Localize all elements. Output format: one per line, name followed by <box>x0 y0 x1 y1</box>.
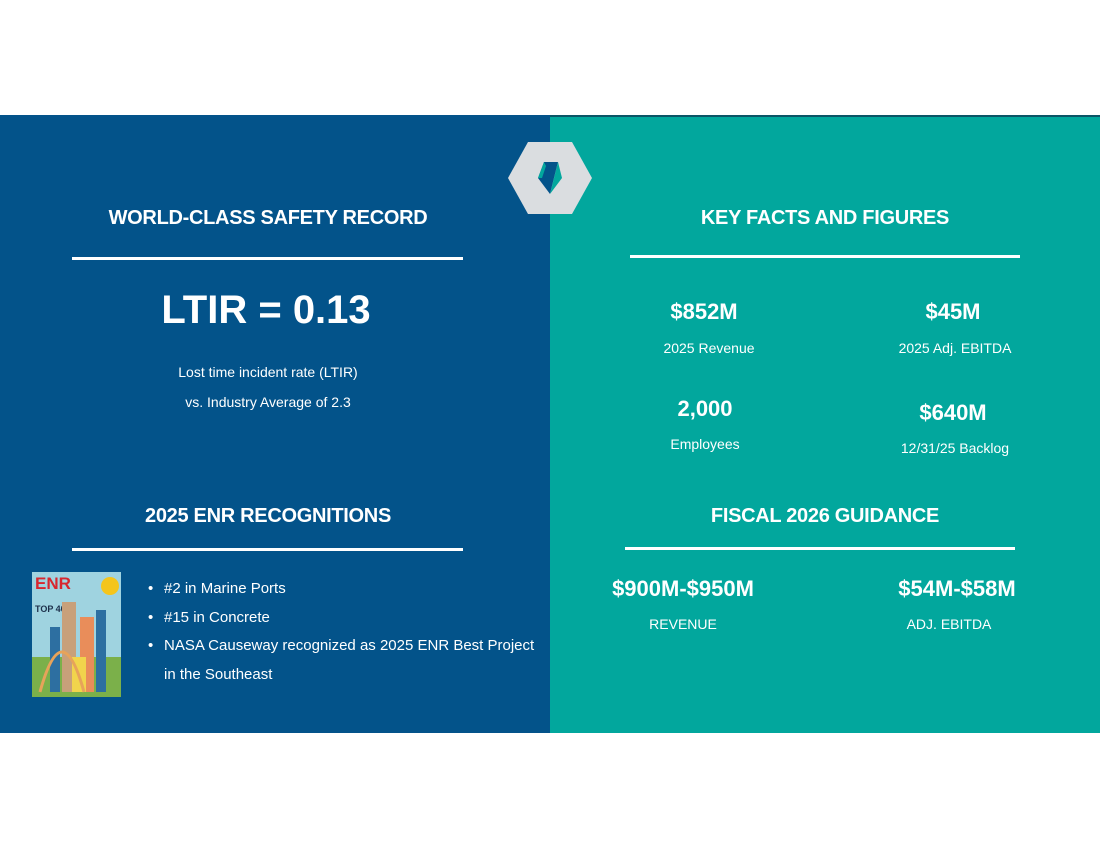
enr-list: #2 in Marine Ports #15 in Concrete NASA … <box>148 575 544 689</box>
safety-title: WORLD-CLASS SAFETY RECORD <box>108 207 428 229</box>
guidance-title: FISCAL 2026 GUIDANCE <box>710 505 940 527</box>
guidance-value: $54M-$58M <box>898 576 1016 601</box>
guidance-value: $900M-$950M <box>612 576 754 601</box>
fact-label: 2025 Revenue <box>663 340 755 356</box>
ltir-desc-2: vs. Industry Average of 2.3 <box>185 394 351 410</box>
divider <box>630 255 1020 258</box>
enr-item: #2 in Marine Ports <box>148 575 544 604</box>
company-logo-icon <box>508 142 592 214</box>
enr-item: NASA Causeway recognized as 2025 ENR Bes… <box>148 632 544 689</box>
guidance-label: ADJ. EBITDA <box>906 616 992 632</box>
enr-item: #15 in Concrete <box>148 604 544 633</box>
fact-value: 2,000 <box>677 396 733 421</box>
fact-label: 12/31/25 Backlog <box>900 440 1010 456</box>
divider <box>72 548 463 551</box>
fact-value: $45M <box>925 299 981 324</box>
facts-panel <box>550 115 1100 733</box>
fact-value: $852M <box>670 299 738 324</box>
svg-text:TOP 400: TOP 400 <box>35 604 71 614</box>
ltir-value: LTIR = 0.13 <box>161 288 371 332</box>
ltir-desc-1: Lost time incident rate (LTIR) <box>178 364 358 380</box>
divider <box>72 257 463 260</box>
fact-label: Employees <box>670 436 740 452</box>
guidance-label: REVENUE <box>649 616 717 632</box>
enr-title: 2025 ENR RECOGNITIONS <box>145 505 391 527</box>
fact-value: $640M <box>919 400 987 425</box>
enr-magazine-cover-image: ENR TOP 400 <box>32 572 121 697</box>
facts-title: KEY FACTS AND FIGURES <box>700 207 950 229</box>
fact-label: 2025 Adj. EBITDA <box>898 340 1012 356</box>
divider <box>625 547 1015 550</box>
svg-text:ENR: ENR <box>35 574 71 593</box>
